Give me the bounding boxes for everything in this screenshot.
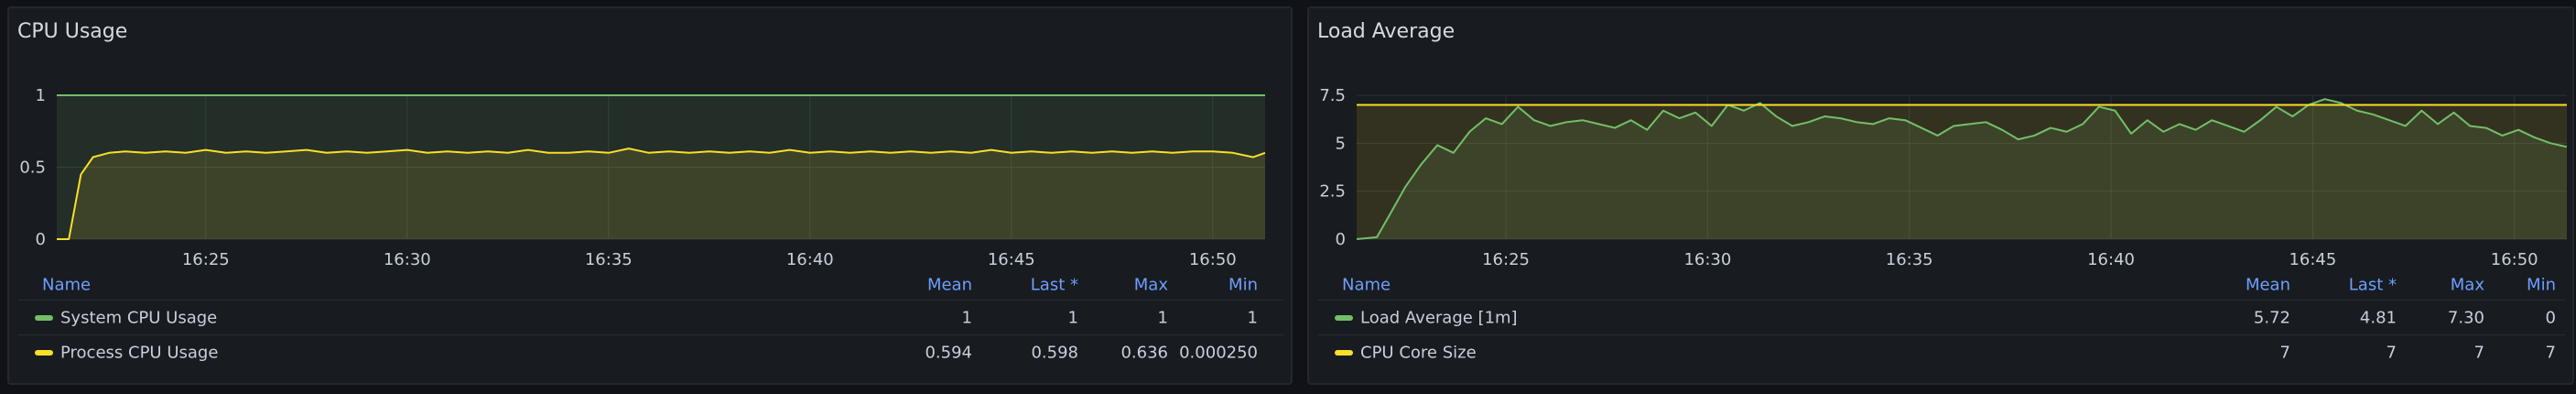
series-area: [57, 148, 1265, 239]
series-line: [57, 148, 1266, 240]
y-tick-label: 0: [36, 230, 46, 249]
x-tick-label: 16:40: [2087, 250, 2135, 269]
legend-min: 0: [2545, 308, 2556, 327]
y-tick-label: 0.5: [19, 159, 46, 178]
series-area: [57, 95, 1265, 239]
legend-header-last[interactable]: Last *: [2348, 275, 2397, 295]
legend-header-name[interactable]: Name: [42, 275, 92, 295]
legend-header-name[interactable]: Name: [1342, 275, 1391, 295]
legend-mean: 7: [2279, 343, 2290, 363]
x-tick-label: 16:50: [1189, 250, 1237, 269]
legend-series-name[interactable]: Load Average [1m]: [1360, 308, 1518, 327]
panel-title[interactable]: Load Average: [1317, 20, 1456, 43]
x-tick-label: 16:50: [2491, 250, 2538, 269]
legend-max: 7.30: [2447, 308, 2484, 327]
y-tick-label: 7.5: [1319, 86, 1346, 105]
legend-header-row: Name Mean Last * Max Min: [1318, 270, 2565, 301]
panel-title[interactable]: CPU Usage: [17, 20, 128, 43]
cpu-usage-chart[interactable]: 0 0.5 1 16:25 16:30 16:35 16:40 16:45 16:50: [9, 8, 1294, 269]
legend-mean: 5.72: [2253, 308, 2290, 327]
x-tick-label: 16:45: [2289, 250, 2336, 269]
legend-row-system-cpu[interactable]: System CPU Usage 1 1 1 1: [18, 301, 1283, 335]
x-tick-label: 16:45: [988, 250, 1035, 269]
y-tick-label: 0: [1336, 230, 1346, 249]
legend-header-min[interactable]: Min: [1228, 275, 1258, 295]
x-tick-label: 16:30: [1683, 250, 1731, 269]
load-average-chart[interactable]: 0 2.5 5 7.5 16:25 16:30 16:35 16:40 16:45 16:50: [1309, 8, 2576, 269]
legend-table: Name Mean Last * Max Min Load Average [1…: [1318, 270, 2565, 370]
legend-min: 1: [1247, 308, 1258, 327]
x-tick-label: 16:25: [182, 250, 230, 269]
legend-table: Name Mean Last * Max Min System CPU Usag…: [18, 270, 1283, 370]
legend-last: 0.598: [1031, 343, 1078, 363]
legend-last: 1: [1067, 308, 1078, 327]
legend-mean: 0.594: [925, 343, 972, 363]
legend-max: 7: [2473, 343, 2484, 363]
series-area: [1357, 99, 2567, 239]
legend-last: 4.81: [2359, 308, 2397, 327]
legend-row-load-average[interactable]: Load Average [1m] 5.72 4.81 7.30 0: [1318, 301, 2565, 335]
x-tick-label: 16:40: [786, 250, 834, 269]
legend-series-name[interactable]: System CPU Usage: [60, 308, 218, 327]
x-tick-label: 16:35: [1886, 250, 1933, 269]
legend-swatch: [35, 350, 53, 356]
legend-header-last[interactable]: Last *: [1030, 275, 1078, 295]
legend-row-process-cpu[interactable]: Process CPU Usage 0.594 0.598 0.636 0.00…: [18, 335, 1283, 370]
x-tick-label: 16:35: [585, 250, 633, 269]
legend-min: 7: [2545, 343, 2556, 363]
legend-max: 0.636: [1120, 343, 1168, 363]
legend-header-row: Name Mean Last * Max Min: [18, 270, 1283, 301]
legend-mean: 1: [961, 308, 972, 327]
y-tick-label: 1: [36, 86, 46, 105]
legend-max: 1: [1157, 308, 1168, 327]
y-tick-label: 5: [1336, 134, 1346, 153]
legend-series-name[interactable]: Process CPU Usage: [60, 343, 219, 363]
cpu-usage-panel: CPU Usage 0 0.5 1 16:25 16:30 16:35 16:40 16:45…: [7, 6, 1293, 385]
legend-last: 7: [2386, 343, 2397, 363]
legend-header-mean[interactable]: Mean: [926, 275, 972, 295]
x-tick-label: 16:30: [384, 250, 431, 269]
legend-header-max[interactable]: Max: [2450, 275, 2484, 295]
legend-swatch: [35, 314, 53, 321]
series-line: [1356, 98, 2568, 240]
x-tick-label: 16:25: [1482, 250, 1530, 269]
legend-header-max[interactable]: Max: [1133, 275, 1168, 295]
legend-min: 0.000250: [1179, 343, 1258, 363]
legend-swatch: [1335, 350, 1353, 356]
legend-row-cpu-core-size[interactable]: CPU Core Size 7 7 7 7: [1318, 335, 2565, 370]
series-area: [1357, 104, 2567, 239]
legend-header-min[interactable]: Min: [2527, 275, 2556, 295]
legend-series-name[interactable]: CPU Core Size: [1360, 343, 1477, 363]
load-average-panel: Load Average 0 2.5 5 7.5 16:25 16:30 16:35 16:4…: [1307, 6, 2574, 385]
legend-header-mean[interactable]: Mean: [2245, 275, 2290, 295]
legend-swatch: [1335, 314, 1353, 321]
y-tick-label: 2.5: [1319, 182, 1346, 202]
